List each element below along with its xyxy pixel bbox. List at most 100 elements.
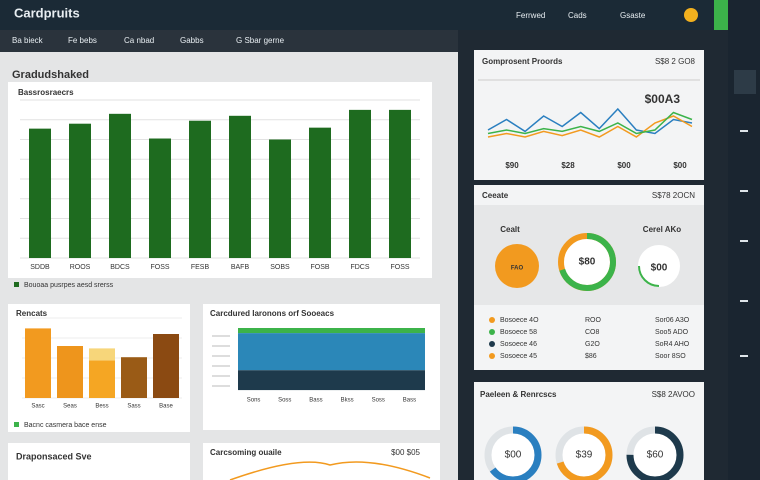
bar — [109, 113, 131, 258]
panel-note: $00 $05 — [391, 448, 420, 457]
status-strip — [714, 0, 728, 30]
top-bar — [0, 0, 728, 30]
legend-cell: Bosoece 58 — [500, 329, 537, 336]
x-tick-label: SDDB — [30, 264, 50, 271]
x-label: $00 — [617, 161, 631, 170]
card — [8, 443, 190, 480]
bar — [57, 346, 83, 398]
nav-tab[interactable]: Ba bieck — [12, 36, 44, 45]
x-tick-label: Bass — [309, 398, 322, 404]
x-tick-label: Base — [159, 404, 173, 410]
x-tick-label: Seas — [63, 404, 77, 410]
bar — [349, 109, 371, 258]
line-series — [487, 111, 693, 135]
legend-cell: CO8 — [585, 329, 600, 336]
side-icon[interactable] — [740, 190, 748, 192]
legend-cell: Soor 8SO — [655, 353, 686, 360]
bar — [89, 360, 115, 398]
chart-subtitle: S$8 2AVOO — [652, 390, 695, 399]
side-icon[interactable] — [740, 355, 748, 357]
band — [238, 328, 425, 334]
label: Cealt — [500, 225, 520, 234]
side-icon[interactable] — [740, 300, 748, 302]
bar — [389, 109, 411, 258]
card — [203, 443, 440, 480]
x-tick-label: Soss — [278, 398, 291, 404]
nav-tab[interactable]: Gabbs — [180, 36, 204, 45]
legend-cell: Sosoece 46 — [500, 341, 537, 348]
bar — [121, 357, 147, 398]
legend-dot — [489, 317, 495, 323]
bar — [153, 334, 179, 398]
x-tick-label: Soss — [372, 398, 385, 404]
chart-title: Gomprosent Proords — [482, 57, 563, 66]
card — [474, 50, 704, 180]
x-tick-label: FOSB — [310, 264, 329, 271]
label: Cerel AKo — [643, 225, 681, 234]
x-tick-label: Bass — [403, 398, 416, 404]
legend-dot — [489, 329, 495, 335]
x-tick-label: FOSS — [150, 264, 169, 271]
donut-label: FAO — [511, 266, 524, 272]
ring-label: $60 — [647, 450, 664, 461]
x-tick-label: BDCS — [110, 264, 130, 271]
avatar[interactable] — [684, 8, 698, 22]
legend-label: Bouoaa pusrpes aesd srerss — [24, 282, 114, 289]
chart-title: Bassrosraecrs — [18, 88, 74, 97]
side-button[interactable] — [734, 70, 756, 94]
legend-label: Bacnc casmera bace ense — [24, 422, 107, 429]
x-tick-label: FESB — [191, 264, 210, 271]
x-tick-label: Sons — [247, 398, 261, 404]
legend-cell: $86 — [585, 353, 597, 360]
x-label: $28 — [561, 161, 575, 170]
bar — [269, 139, 291, 258]
bar — [29, 128, 51, 258]
panel-title: Draponsaced Sve — [16, 451, 92, 461]
ring-label: $00 — [505, 450, 522, 461]
chart-subtitle: S$78 2OCN — [652, 191, 695, 200]
brand: Cardpruits — [14, 5, 80, 20]
chart-title: Paeleen & Renrcscs — [480, 390, 557, 399]
chart-title: Rencats — [16, 309, 48, 318]
band — [238, 370, 425, 391]
x-tick-label: Sass — [127, 404, 140, 410]
line-series — [487, 107, 693, 135]
side-icon[interactable] — [740, 130, 748, 132]
chart-title: Carcdured Iaronons orf Sooeacs — [210, 309, 335, 318]
nav-item[interactable]: Cads — [568, 11, 587, 20]
x-tick-label: ROOS — [70, 264, 91, 271]
bar — [229, 115, 251, 258]
x-tick-label: Sasc — [31, 404, 44, 410]
chart-title: Ceeate — [482, 191, 509, 200]
nav-tab[interactable]: Fe bebs — [68, 36, 97, 45]
bar — [309, 127, 331, 259]
panel-title: Carcsoming ouaile — [210, 448, 282, 457]
tab-bar — [0, 30, 458, 52]
x-label: $90 — [505, 161, 519, 170]
legend-dot — [489, 341, 495, 347]
legend-cell: Bosoece 4O — [500, 317, 539, 324]
decor-line — [229, 461, 431, 480]
legend-cell: G2O — [585, 341, 600, 348]
nav-tab[interactable]: Ca nbad — [124, 36, 154, 45]
nav-item[interactable]: Ferrwed — [516, 11, 545, 20]
side-icon[interactable] — [740, 240, 748, 242]
line-series — [487, 115, 693, 138]
chart-subtitle: S$8 2 GO8 — [655, 57, 696, 66]
bar — [69, 123, 91, 258]
nav-tab[interactable]: G Sbar gerne — [236, 36, 285, 45]
legend-cell: Sosoece 45 — [500, 353, 537, 360]
nav-item[interactable]: Gsaste — [620, 11, 646, 20]
band — [238, 333, 425, 371]
x-tick-label: SOBS — [270, 264, 290, 271]
ring-arc — [555, 426, 613, 480]
ring-arc — [484, 426, 542, 480]
donut-label: $80 — [579, 257, 596, 268]
bar — [149, 138, 171, 258]
ring-arc — [626, 426, 684, 480]
ring-arc — [558, 233, 616, 291]
legend-swatch — [14, 422, 19, 427]
donut-label: $00 — [651, 263, 668, 274]
